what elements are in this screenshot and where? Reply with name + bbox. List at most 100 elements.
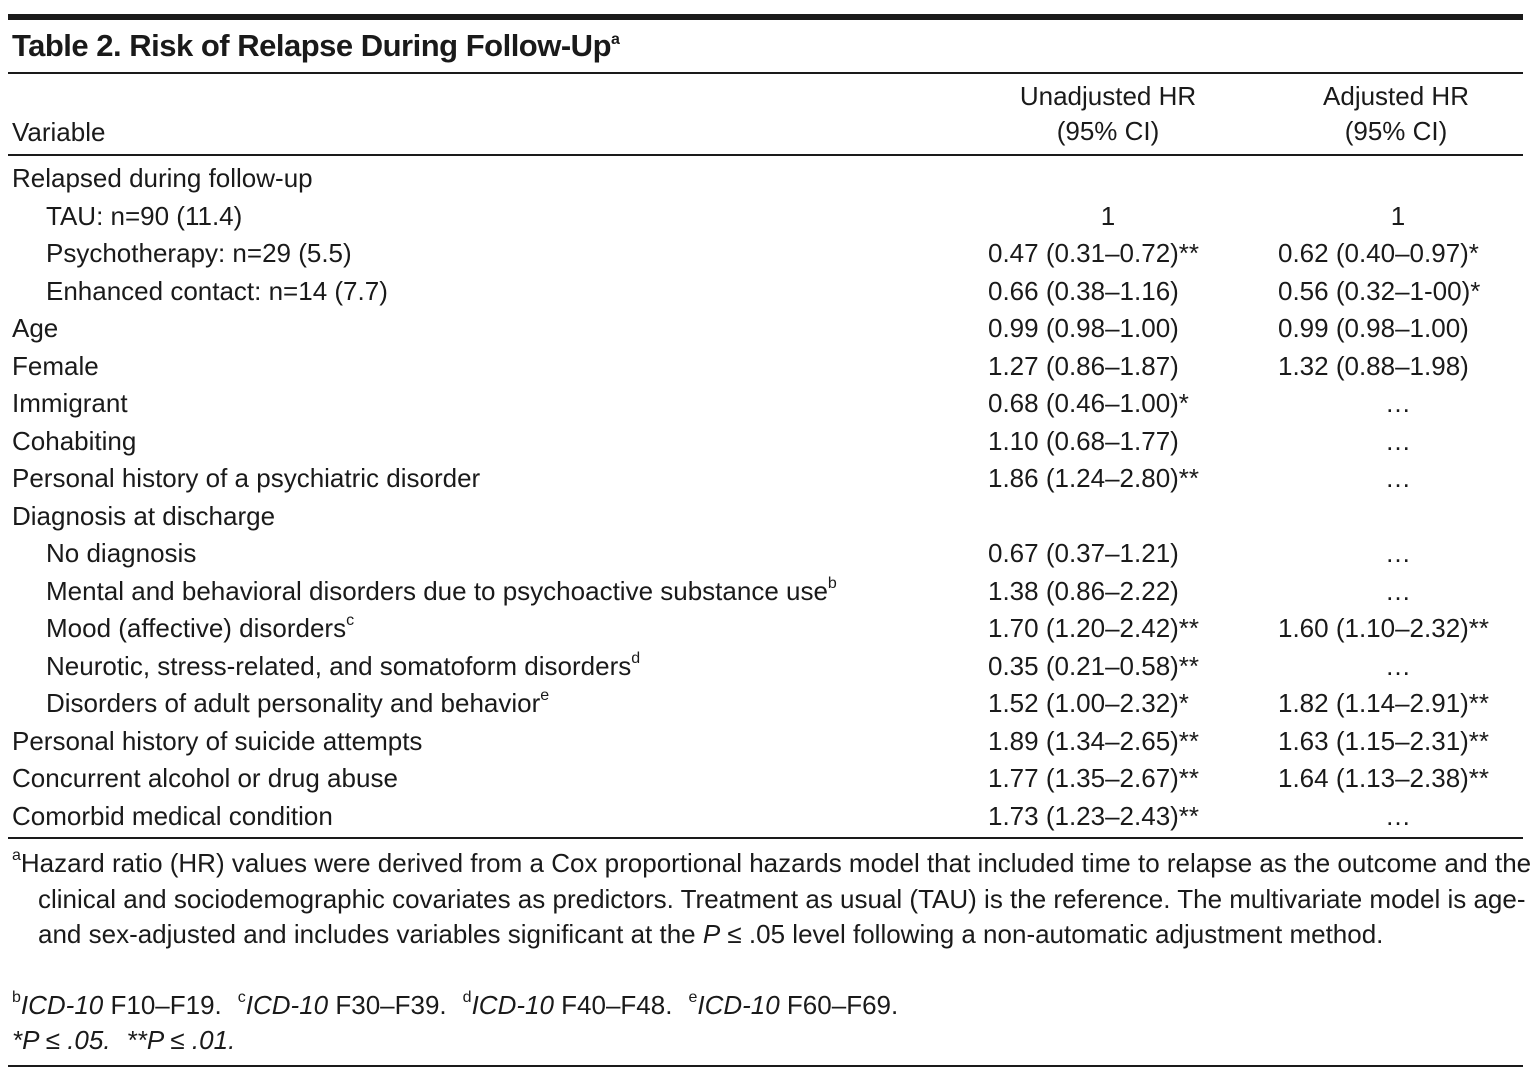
unadjusted-hr: 1.73 (1.23–2.43)** — [988, 800, 1200, 831]
adjusted-hr: 0.99 (0.98–1.00) — [1278, 313, 1469, 343]
footnote-mark: d — [631, 649, 641, 667]
footnote: dICD-10 F40–F48. — [463, 988, 673, 1024]
header-rule — [8, 154, 1523, 156]
adjusted-hr: … — [1385, 463, 1411, 493]
footnote-mark: c — [346, 612, 355, 629]
adjusted-hr: … — [1385, 388, 1411, 418]
bottom-rule — [8, 1065, 1523, 1067]
footnote-line: aHazard ratio (HR) values were derived f… — [12, 846, 1531, 953]
footnote-text: Hazard ratio (HR) values were derived fr… — [20, 848, 1531, 949]
unadjusted-hr: 0.68 (0.46–1.00)* — [988, 388, 1189, 418]
unadjusted-hr: 0.66 (0.38–1.16) — [988, 275, 1179, 306]
footnote-text: ICD-10 — [471, 990, 554, 1020]
adjusted-hr: 1.82 (1.14–2.91)** — [1278, 688, 1490, 718]
unadjusted-hr: 1.86 (1.24–2.80)** — [988, 463, 1200, 493]
unadjusted-hr: 1.89 (1.34–2.65)** — [988, 725, 1200, 756]
unadjusted-hr: 1.52 (1.00–2.32)* — [988, 688, 1189, 718]
unadjusted-hr: 1.10 (0.68–1.77) — [988, 425, 1179, 456]
footnote-text: F60–F69. — [779, 990, 899, 1020]
unadjusted-hr: 0.47 (0.31–0.72)** — [988, 238, 1200, 268]
footnote-mark: b — [827, 574, 837, 592]
row-label: Female — [12, 348, 99, 384]
row-label: Neurotic, stress-related, and somatoform… — [46, 648, 640, 684]
footnote-text: F10–F19. — [103, 990, 222, 1020]
row-label: Mental and behavioral disorders due to p… — [46, 573, 837, 609]
unadjusted-hr: 1.70 (1.20–2.42)** — [988, 613, 1200, 643]
footnote-line: *P ≤ .05. **P ≤ .01. — [12, 1023, 1522, 1059]
title-text: Table 2. Risk of Relapse During Follow-U… — [12, 28, 612, 63]
footnote: bICD-10 F10–F19. — [12, 988, 222, 1024]
adjusted-hr: 1 — [1390, 200, 1406, 231]
footnote-mark: e — [688, 989, 698, 1006]
adjusted-hr: 1.64 (1.13–2.38)** — [1278, 763, 1490, 793]
row-label: TAU: n=90 (11.4) — [46, 198, 242, 234]
row-label: Cohabiting — [12, 423, 136, 459]
adjusted-hr: … — [1385, 538, 1411, 568]
footnote: cICD-10 F30–F39. — [238, 988, 447, 1024]
unadjusted-hr: 1.77 (1.35–2.67)** — [988, 763, 1200, 793]
footnote-text: ICD-10 — [20, 990, 104, 1020]
unadjusted-hr: 1.38 (0.86–2.22) — [988, 575, 1179, 606]
label-text: Relapsed during follow-up — [12, 163, 313, 193]
adjusted-hr: 1.32 (0.88–1.98) — [1278, 350, 1469, 381]
adjusted-hr: 0.62 (0.40–0.97)* — [1278, 238, 1479, 268]
label-text: Personal history of a psychiatric disord… — [12, 463, 481, 493]
label-text: Comorbid medical condition — [12, 800, 333, 831]
row-label: Mood (affective) disordersc — [46, 610, 354, 646]
adjusted-hr: 0.56 (0.32–1-00)* — [1278, 275, 1481, 306]
footnote-text: **P ≤ .01. — [126, 1025, 236, 1055]
label-text: Psychotherapy: n=29 (5.5) — [46, 238, 352, 268]
header-adjusted: Adjusted HR — [1323, 81, 1469, 111]
label-text: Cohabiting — [12, 425, 137, 456]
unadjusted-hr: 0.99 (0.98–1.00) — [988, 313, 1179, 343]
footnote-text: F30–F39. — [328, 990, 447, 1020]
label-text: Immigrant — [12, 388, 128, 418]
footnote-line: bICD-10 F10–F19. cICD-10 F30–F39. dICD-10 … — [12, 988, 1522, 1024]
footnote-text: P — [702, 919, 721, 949]
footnote-text: *P ≤ .05. — [12, 1025, 111, 1055]
table-title: Table 2. Risk of Relapse During Follow-U… — [12, 28, 620, 64]
row-label: No diagnosis — [46, 535, 196, 571]
row-label: Comorbid medical condition — [12, 798, 333, 834]
label-text: Disorders of adult personality and behav… — [46, 688, 541, 718]
title-footnote-mark: a — [611, 31, 620, 48]
footnote-text: ICD-10 — [245, 990, 329, 1020]
footnote-mark: b — [12, 989, 21, 1006]
body-rule — [8, 837, 1523, 839]
header-unadjusted: Unadjusted HR — [1019, 81, 1197, 111]
adjusted-hr: … — [1385, 800, 1411, 831]
label-text: Female — [12, 350, 99, 381]
label-text: Personal history of suicide attempts — [12, 725, 423, 756]
unadjusted-hr: 0.35 (0.21–0.58)** — [988, 650, 1200, 681]
row-label: Personal history of suicide attempts — [12, 723, 422, 759]
row-label: Concurrent alcohol or drug abuse — [12, 760, 398, 796]
row-label: Disorders of adult personality and behav… — [46, 685, 549, 721]
row-label: Psychotherapy: n=29 (5.5) — [46, 235, 352, 271]
unadjusted-hr: 1 — [1100, 200, 1116, 231]
header-variable: Variable — [12, 117, 106, 147]
adjusted-hr: 1.63 (1.15–2.31)** — [1278, 725, 1490, 756]
footnote-mark: e — [540, 687, 550, 704]
footnote-text: F40–F48. — [553, 990, 673, 1020]
footnote: **P ≤ .01. — [127, 1023, 236, 1059]
adjusted-hr: … — [1385, 425, 1411, 456]
footnote-mark: a — [12, 847, 21, 864]
adjusted-hr: … — [1385, 575, 1411, 606]
label-text: Age — [12, 313, 59, 343]
footnote: aHazard ratio (HR) values were derived f… — [12, 847, 1531, 950]
label-text: TAU: n=90 (11.4) — [46, 200, 243, 231]
row-label: Relapsed during follow-up — [12, 160, 313, 196]
footnote: *P ≤ .05. — [12, 1023, 111, 1059]
row-label: Enhanced contact: n=14 (7.7) — [46, 273, 388, 309]
footnote: eICD-10 F60–F69. — [688, 988, 898, 1024]
footnote-mark: d — [462, 989, 472, 1006]
adjusted-hr: 1.60 (1.10–2.32)** — [1278, 613, 1490, 643]
unadjusted-hr: 1.27 (0.86–1.87) — [988, 350, 1179, 381]
label-text: Neurotic, stress-related, and somatoform… — [46, 650, 632, 681]
adjusted-hr: … — [1385, 650, 1411, 681]
label-text: Mood (affective) disorders — [46, 613, 347, 643]
label-text: Mental and behavioral disorders due to p… — [46, 575, 828, 606]
header-adjusted: (95% CI) — [1344, 116, 1448, 146]
row-label: Diagnosis at discharge — [12, 498, 275, 534]
